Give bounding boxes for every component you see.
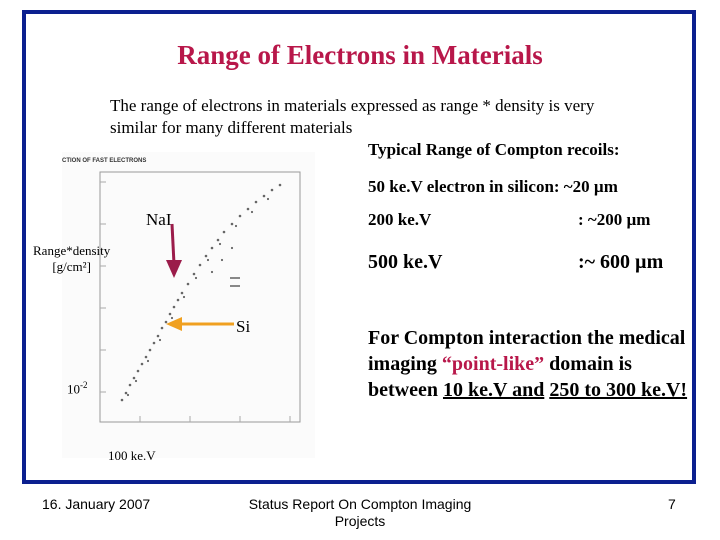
- plot-image: CTION OF FAST ELECTRONS: [62, 158, 301, 423]
- label-ten-exponent: -2: [80, 380, 88, 390]
- label-range-density-line2: [g/cm²]: [52, 259, 91, 274]
- plot-data-points: [120, 183, 282, 402]
- compton-domain-text: For Compton interaction the medical imag…: [368, 325, 698, 403]
- slide-frame: [22, 10, 696, 484]
- plot-axes-box: [99, 171, 301, 423]
- x-ticks: [139, 416, 291, 422]
- nai-arrow-line: [170, 223, 176, 265]
- label-ten-minus-two: 10-2: [67, 380, 88, 397]
- compton-range1: 10 ke.V and: [442, 379, 545, 401]
- intro-text: The range of electrons in materials expr…: [110, 95, 594, 139]
- footer-page-number: 7: [668, 496, 676, 512]
- plot-legend-marks: [230, 277, 240, 287]
- typical-range-heading: Typical Range of Compton recoils:: [368, 140, 620, 159]
- label-range-density: Range*density [g/cm²]: [33, 243, 110, 275]
- label-100kev: 100 ke.V: [108, 448, 156, 463]
- footer-center-line2: Projects: [334, 513, 386, 529]
- compton-highlight: “point-like”: [441, 353, 545, 375]
- intro-line-2: similar for many different materials: [110, 118, 353, 137]
- label-ten-base: 10: [67, 381, 80, 397]
- intro-line-1: The range of electrons in materials expr…: [110, 96, 595, 115]
- compton-part1: For Compton interaction the medical imag…: [368, 327, 686, 375]
- footer-date: 16. January 2007: [42, 496, 151, 512]
- nai-arrow-head: [166, 260, 182, 278]
- si-arrow-head: [166, 317, 182, 331]
- label-si: Si: [236, 317, 251, 336]
- label-nai: NaI: [146, 210, 172, 229]
- row-50kev: 50 ke.V electron in silicon: ~20 µm: [368, 177, 618, 196]
- row-200kev-energy: 200 ke.V: [368, 210, 432, 229]
- compton-range2: 250 to 300 ke.V!: [549, 379, 688, 401]
- row-500kev-energy: 500 ke.V: [368, 251, 443, 273]
- compton-part2: domain is between: [368, 353, 632, 401]
- electron-range-plot: CTION OF FAST ELECTRONS: [62, 152, 315, 458]
- row-200kev-range: : ~200 µm: [578, 210, 651, 229]
- slide-title: Range of Electrons in Materials: [177, 40, 543, 70]
- plot-header-text: CTION OF FAST ELECTRONS: [62, 158, 146, 164]
- footer-center: Status Report On Compton Imaging Project…: [240, 496, 480, 530]
- y-ticks: [100, 181, 106, 393]
- footer-center-line1: Status Report On Compton Imaging: [248, 496, 472, 512]
- row-500kev-range: :~ 600 µm: [578, 251, 664, 273]
- label-range-density-line1: Range*density: [33, 243, 111, 258]
